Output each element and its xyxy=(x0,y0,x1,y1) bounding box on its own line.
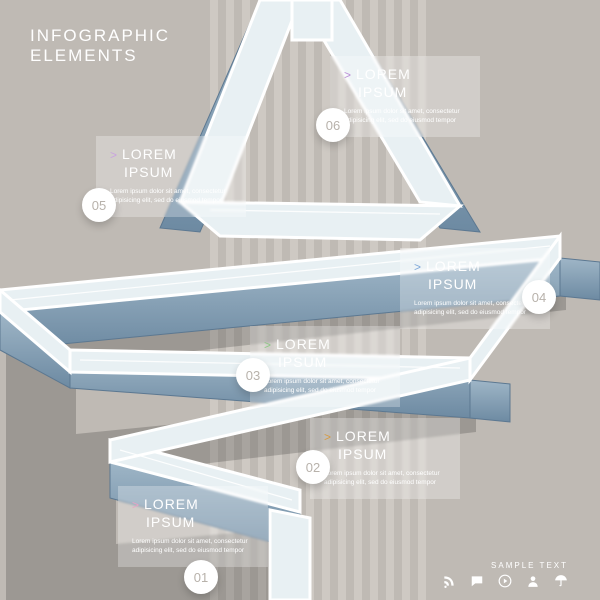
callout-heading-text2: IPSUM xyxy=(358,84,407,100)
callout-heading-text: LOREM xyxy=(144,496,199,512)
callout-heading-text: LOREM xyxy=(122,146,177,162)
callout-heading: >LOREMIPSUM xyxy=(344,66,466,101)
callout-body: Lorem ipsum dolor sit amet, consectetur … xyxy=(110,187,232,205)
callout-heading: >LOREMIPSUM xyxy=(110,146,232,181)
callout-heading-text: LOREM xyxy=(426,258,481,274)
callout-heading: >LOREMIPSUM xyxy=(132,496,254,531)
callout-body: Lorem ipsum dolor sit amet, consectetur … xyxy=(344,107,466,125)
callout-heading: >LOREMIPSUM xyxy=(414,258,536,293)
callout-heading-text: LOREM xyxy=(336,428,391,444)
callout-heading-text2: IPSUM xyxy=(278,354,327,370)
number-badge-05: 05 xyxy=(82,188,116,222)
number-badge-02: 02 xyxy=(296,450,330,484)
callout-body: Lorem ipsum dolor sit amet, consectetur … xyxy=(264,377,386,395)
callout-card-02: >LOREMIPSUMLorem ipsum dolor sit amet, c… xyxy=(310,418,460,499)
footer-icon-row xyxy=(442,574,568,588)
callout-heading-text: LOREM xyxy=(356,66,411,82)
number-badge-06: 06 xyxy=(316,108,350,142)
number-badge-03: 03 xyxy=(236,358,270,392)
callout-body: Lorem ipsum dolor sit amet, consectetur … xyxy=(132,537,254,555)
callout-heading-text2: IPSUM xyxy=(146,514,195,530)
callout-card-06: >LOREMIPSUMLorem ipsum dolor sit amet, c… xyxy=(330,56,480,137)
callout-body: Lorem ipsum dolor sit amet, consectetur … xyxy=(414,299,536,317)
callout-heading-text2: IPSUM xyxy=(428,276,477,292)
callout-heading-text2: IPSUM xyxy=(124,164,173,180)
callout-card-01: >LOREMIPSUMLorem ipsum dolor sit amet, c… xyxy=(118,486,268,567)
play-icon xyxy=(498,574,512,588)
rss-icon xyxy=(442,574,456,588)
chat-icon xyxy=(470,574,484,588)
umbrella-icon xyxy=(554,574,568,588)
callout-heading-text: LOREM xyxy=(276,336,331,352)
callout-body: Lorem ipsum dolor sit amet, consectetur … xyxy=(324,469,446,487)
callout-heading: >LOREMIPSUM xyxy=(264,336,386,371)
callout-heading-text2: IPSUM xyxy=(338,446,387,462)
callout-card-03: >LOREMIPSUMLorem ipsum dolor sit amet, c… xyxy=(250,326,400,407)
callout-card-05: >LOREMIPSUMLorem ipsum dolor sit amet, c… xyxy=(96,136,246,217)
user-icon xyxy=(526,574,540,588)
number-badge-04: 04 xyxy=(522,280,556,314)
number-badge-01: 01 xyxy=(184,560,218,594)
callout-heading: >LOREMIPSUM xyxy=(324,428,446,463)
footer-sample-text: SAMPLE TEXT xyxy=(491,561,568,570)
